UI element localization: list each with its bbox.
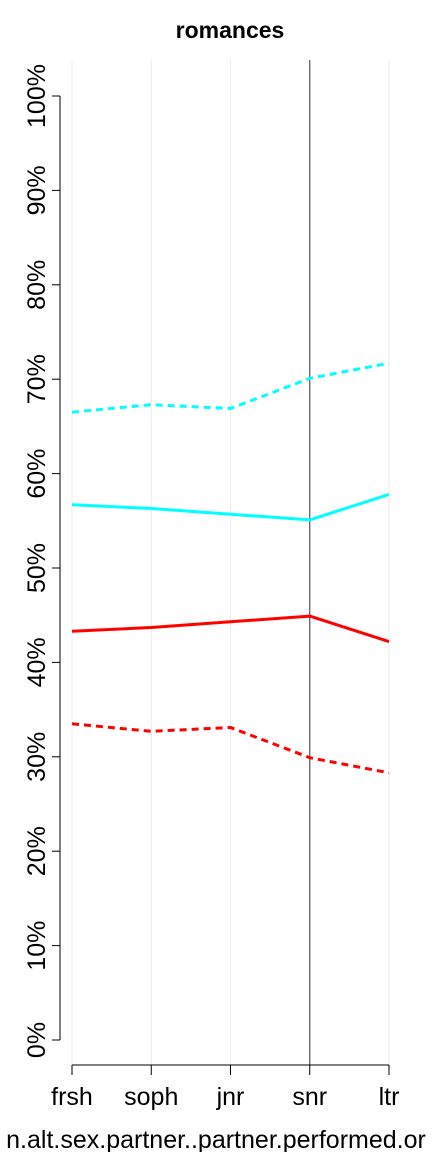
x-tick-label: ltr: [379, 1083, 400, 1111]
y-tick-label: 70%: [23, 354, 51, 404]
series-line-1: [71, 361, 390, 414]
y-axis: 0% 10% 20% 30% 40% 50% 60% 70% 80% 90% 100%: [23, 64, 61, 1058]
y-tick-label: 80%: [23, 260, 51, 310]
x-tick-label: frsh: [51, 1083, 93, 1111]
chart-title: romances: [176, 17, 285, 43]
y-tick-label: 30%: [23, 732, 51, 782]
y-tick-label: 50%: [23, 543, 51, 593]
x-axis: frsh soph jnr snr ltr: [51, 1064, 400, 1111]
x-axis-label: n.alt.sex.partner..partner.performed.or: [6, 1126, 426, 1152]
series-line-2: [71, 492, 390, 522]
y-tick-label: 90%: [23, 165, 51, 215]
series-line-4: [71, 722, 390, 775]
x-tick-label: soph: [124, 1083, 178, 1111]
x-tick-label: snr: [292, 1083, 327, 1111]
y-tick-label: 10%: [23, 921, 51, 971]
series-line-3: [71, 614, 390, 644]
series-lines: [71, 361, 390, 775]
y-tick-label: 60%: [23, 449, 51, 499]
y-tick-label: 100%: [23, 64, 51, 128]
y-tick-label: 40%: [23, 637, 51, 687]
grid-lines: [71, 60, 390, 1065]
y-tick-label: 20%: [23, 826, 51, 876]
x-tick-label: jnr: [216, 1083, 245, 1111]
y-tick-label: 0%: [23, 1022, 51, 1058]
